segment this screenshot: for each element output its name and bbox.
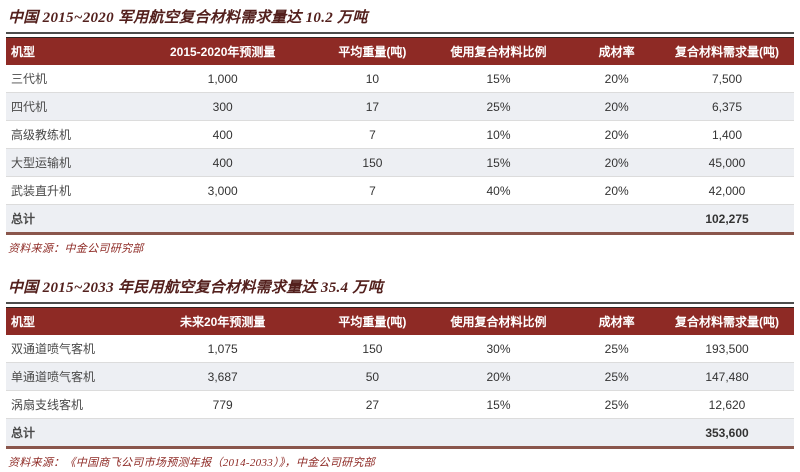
column-header-forecast: 2015-2020年预测量 xyxy=(124,37,322,65)
table-header-row: 机型 未来20年预测量 平均重量(吨) 使用复合材料比例 成材率 复合材料需求量… xyxy=(6,307,794,335)
cell-demand: 1,400 xyxy=(660,120,794,149)
table-row: 高级教练机 400 7 10% 20% 1,400 xyxy=(6,120,794,149)
column-header-yield-rate: 成材率 xyxy=(573,37,661,65)
cell-yield-rate: 20% xyxy=(573,65,661,93)
table-row: 单通道喷气客机 3,687 50 20% 25% 147,480 xyxy=(6,362,794,391)
column-header-aircraft-type: 机型 xyxy=(6,307,125,335)
cell-aircraft-type: 涡扇支线客机 xyxy=(6,390,125,419)
table-bottom-rule xyxy=(6,232,794,235)
column-header-composite-ratio: 使用复合材料比例 xyxy=(423,37,574,65)
military-table: 机型 2015-2020年预测量 平均重量(吨) 使用复合材料比例 成材率 复合… xyxy=(6,37,794,232)
cell-avg-weight: 150 xyxy=(321,148,424,177)
cell-forecast: 400 xyxy=(124,120,322,149)
cell-aircraft-type: 四代机 xyxy=(6,92,125,121)
cell-composite-ratio: 20% xyxy=(423,362,574,391)
section-title-military: 中国 2015~2020 军用航空复合材料需求量达 10.2 万吨 xyxy=(6,4,794,34)
cell-forecast: 300 xyxy=(124,92,322,121)
column-header-avg-weight: 平均重量(吨) xyxy=(321,307,424,335)
cell-total-label: 总计 xyxy=(11,212,36,226)
cell-demand: 7,500 xyxy=(660,65,794,93)
cell-avg-weight: 7 xyxy=(321,120,424,149)
table-row: 双通道喷气客机 1,075 150 30% 25% 193,500 xyxy=(6,335,794,363)
cell-avg-weight: 10 xyxy=(321,65,424,93)
cell-forecast: 3,000 xyxy=(124,176,322,205)
civil-section: 中国 2015~2033 年民用航空复合材料需求量达 35.4 万吨 机型 未来… xyxy=(6,274,794,472)
table-row: 三代机 1,000 10 15% 20% 7,500 xyxy=(6,65,794,93)
cell-avg-weight: 17 xyxy=(321,92,424,121)
cell-avg-weight: 150 xyxy=(321,335,424,363)
cell-yield-rate: 20% xyxy=(573,120,661,149)
cell-composite-ratio: 15% xyxy=(423,148,574,177)
cell-avg-weight: 27 xyxy=(321,390,424,419)
cell-demand: 147,480 xyxy=(660,362,794,391)
table-row: 武装直升机 3,000 7 40% 20% 42,000 xyxy=(6,176,794,205)
cell-yield-rate: 20% xyxy=(573,176,661,205)
column-header-aircraft-type: 机型 xyxy=(6,37,125,65)
source-note-military: 资料来源：中金公司研究部 xyxy=(8,243,144,255)
cell-aircraft-type: 大型运输机 xyxy=(6,148,125,177)
cell-avg-weight: 50 xyxy=(321,362,424,391)
civil-table: 机型 未来20年预测量 平均重量(吨) 使用复合材料比例 成材率 复合材料需求量… xyxy=(6,307,794,446)
cell-aircraft-type: 武装直升机 xyxy=(6,176,125,205)
cell-composite-ratio: 10% xyxy=(423,120,574,149)
column-header-composite-ratio: 使用复合材料比例 xyxy=(423,307,574,335)
cell-total-demand: 353,600 xyxy=(705,425,749,440)
cell-composite-ratio: 15% xyxy=(423,65,574,93)
cell-composite-ratio: 40% xyxy=(423,176,574,205)
section-title-civil: 中国 2015~2033 年民用航空复合材料需求量达 35.4 万吨 xyxy=(6,274,794,304)
column-header-demand: 复合材料需求量(吨) xyxy=(660,307,794,335)
cell-composite-ratio: 30% xyxy=(423,335,574,363)
cell-demand: 12,620 xyxy=(660,390,794,419)
cell-yield-rate: 25% xyxy=(573,390,661,419)
column-header-avg-weight: 平均重量(吨) xyxy=(321,37,424,65)
table-row: 大型运输机 400 150 15% 20% 45,000 xyxy=(6,148,794,177)
cell-yield-rate: 25% xyxy=(573,362,661,391)
table-total-row: 总计 353,600 xyxy=(6,418,794,446)
cell-demand: 193,500 xyxy=(660,335,794,363)
cell-forecast: 1,000 xyxy=(124,65,322,93)
table-row: 涡扇支线客机 779 27 15% 25% 12,620 xyxy=(6,390,794,419)
military-section: 中国 2015~2020 军用航空复合材料需求量达 10.2 万吨 机型 201… xyxy=(6,4,794,258)
cell-aircraft-type: 高级教练机 xyxy=(6,120,125,149)
cell-demand: 42,000 xyxy=(660,176,794,205)
cell-total-demand: 102,275 xyxy=(705,211,749,226)
column-header-demand: 复合材料需求量(吨) xyxy=(660,37,794,65)
cell-aircraft-type: 单通道喷气客机 xyxy=(6,362,125,391)
cell-total-label: 总计 xyxy=(11,426,36,440)
cell-forecast: 1,075 xyxy=(124,335,322,363)
cell-forecast: 779 xyxy=(124,390,322,419)
column-header-forecast: 未来20年预测量 xyxy=(124,307,322,335)
cell-avg-weight: 7 xyxy=(321,176,424,205)
table-total-row: 总计 102,275 xyxy=(6,204,794,232)
cell-yield-rate: 20% xyxy=(573,148,661,177)
cell-yield-rate: 20% xyxy=(573,92,661,121)
cell-aircraft-type: 双通道喷气客机 xyxy=(6,335,125,363)
column-header-yield-rate: 成材率 xyxy=(573,307,661,335)
source-note-civil: 资料来源：《中国商飞公司市场预测年报（2014-2033）》，中金公司研究部 xyxy=(8,457,376,469)
cell-forecast: 400 xyxy=(124,148,322,177)
cell-forecast: 3,687 xyxy=(124,362,322,391)
table-header-row: 机型 2015-2020年预测量 平均重量(吨) 使用复合材料比例 成材率 复合… xyxy=(6,37,794,65)
cell-composite-ratio: 15% xyxy=(423,390,574,419)
cell-yield-rate: 25% xyxy=(573,335,661,363)
cell-aircraft-type: 三代机 xyxy=(6,65,125,93)
cell-demand: 45,000 xyxy=(660,148,794,177)
table-row: 四代机 300 17 25% 20% 6,375 xyxy=(6,92,794,121)
cell-demand: 6,375 xyxy=(660,92,794,121)
cell-composite-ratio: 25% xyxy=(423,92,574,121)
